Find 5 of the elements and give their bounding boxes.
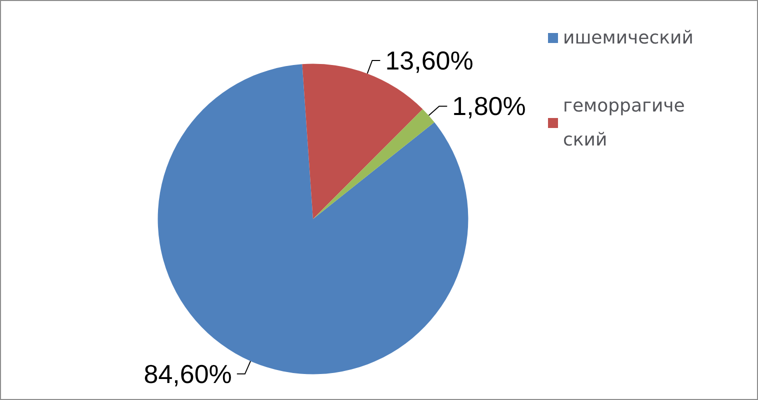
legend-label: геморрагический bbox=[563, 96, 685, 150]
legend-label: ишемический bbox=[563, 28, 694, 48]
data-label: 84,60% bbox=[144, 358, 232, 389]
data-label: 13,60% bbox=[385, 45, 474, 76]
data-label: 1,80% bbox=[452, 91, 526, 122]
